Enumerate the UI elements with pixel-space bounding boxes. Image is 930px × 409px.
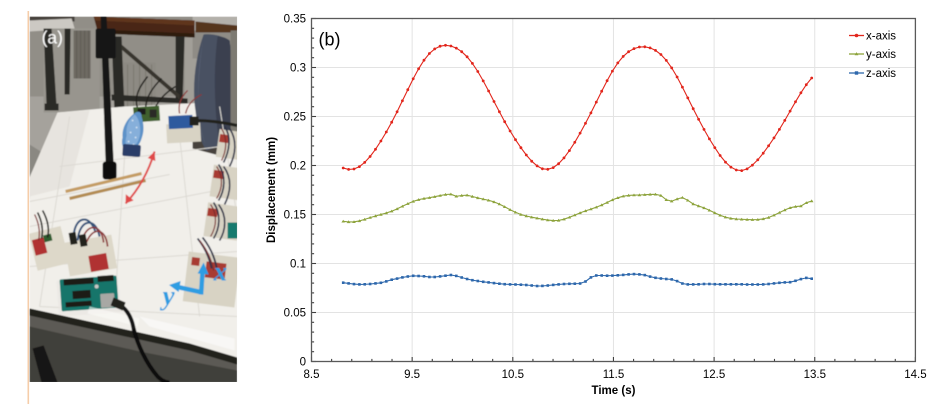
svg-text:y-axis: y-axis [866,49,896,61]
svg-text:8.5: 8.5 [304,369,320,381]
svg-text:13.5: 13.5 [804,369,826,381]
svg-text:11.5: 11.5 [603,369,625,381]
svg-text:Displacement (mm): Displacement (mm) [266,137,278,243]
svg-text:0.1: 0.1 [290,259,306,271]
svg-text:0.35: 0.35 [284,14,306,26]
svg-text:0: 0 [300,357,306,369]
svg-text:0.3: 0.3 [290,63,306,75]
svg-text:y: y [160,281,176,311]
svg-text:(b): (b) [319,30,341,50]
svg-text:10.5: 10.5 [502,369,524,381]
svg-text:14.5: 14.5 [904,369,926,381]
svg-text:9.5: 9.5 [404,369,420,381]
svg-text:x-axis: x-axis [866,31,896,43]
svg-text:x: x [213,257,228,287]
svg-text:z-axis: z-axis [866,68,896,80]
svg-text:Time (s): Time (s) [592,385,636,397]
svg-text:12.5: 12.5 [703,369,725,381]
svg-text:0.2: 0.2 [290,161,306,173]
svg-text:0.05: 0.05 [284,308,306,320]
svg-text:0.15: 0.15 [284,210,306,222]
svg-text:(a): (a) [42,28,63,48]
svg-text:0.25: 0.25 [284,112,306,124]
